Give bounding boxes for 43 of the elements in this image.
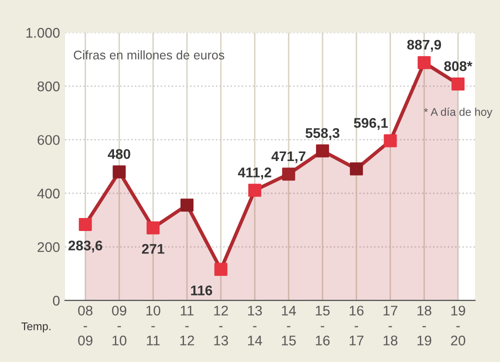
data-label: 596,1 [354, 118, 388, 130]
point [78, 218, 92, 231]
annotation: Cifras en millones de euros [74, 50, 224, 60]
y-tick-label: 200 [38, 242, 60, 252]
data-label: 283,6 [68, 240, 102, 252]
point [418, 56, 431, 70]
data-label: 411,2 [238, 168, 272, 180]
x-tick-label: 14 - 15 [282, 306, 296, 346]
point [384, 134, 397, 148]
y-tick-label: 1.000 [26, 28, 60, 38]
annotation: * A día de hoy [424, 108, 492, 118]
data-label: 116 [191, 286, 212, 296]
data-label: 808* [444, 61, 472, 72]
x-tick-label: 10 - 11 [146, 306, 160, 346]
y-tick-label: 800 [38, 81, 60, 92]
point [180, 198, 194, 212]
x-tick-label: 11 - 12 [180, 306, 194, 346]
data-label: 558,3 [306, 128, 340, 140]
point [214, 262, 228, 276]
point [248, 184, 262, 197]
x-tick-label: 19 - 20 [451, 306, 466, 346]
y-tick-label: 600 [38, 135, 60, 145]
data-label: 471,7 [271, 151, 306, 164]
x-tick-label: 16 - 17 [350, 306, 364, 346]
point [146, 221, 160, 234]
data-label: 271 [142, 244, 164, 254]
x-tick-label: 12 - 13 [214, 306, 228, 346]
data-label: 887,9 [407, 40, 442, 52]
point [316, 144, 330, 158]
x-tick-label: 13 - 14 [248, 306, 262, 346]
x-tick-label: 18 - 19 [418, 306, 432, 346]
y-tick-label: 0 [52, 296, 60, 306]
x-tick-label: 15 - 16 [316, 306, 330, 346]
y-tick-label: 400 [37, 188, 60, 198]
point [112, 165, 126, 178]
point [452, 78, 465, 91]
x-tick-label: 09 - 10 [112, 306, 126, 346]
x-tick-label: 08 - 09 [78, 306, 92, 346]
x-tick-label: 17 - 18 [384, 306, 398, 346]
x-axis-title: Temp. [21, 322, 50, 332]
data-label: 480 [108, 149, 130, 159]
point [282, 168, 296, 181]
point [350, 162, 363, 176]
